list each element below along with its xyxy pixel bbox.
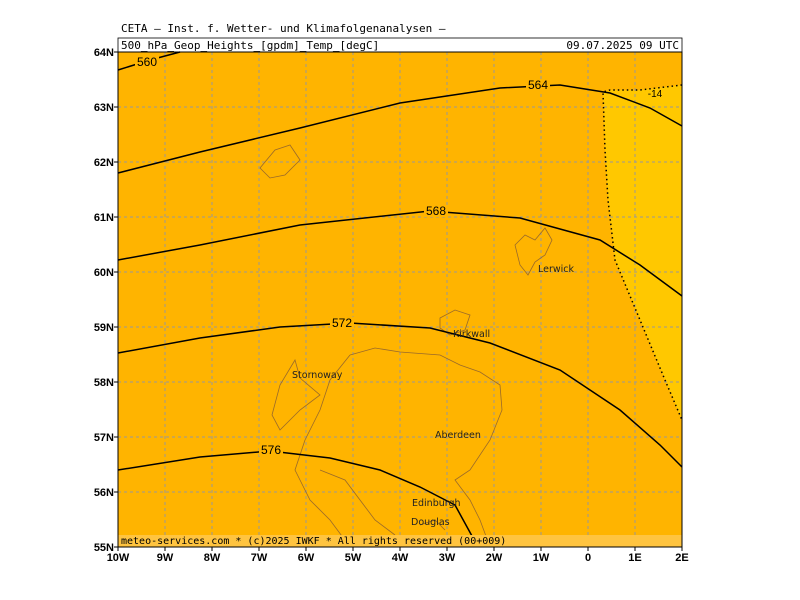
- y-tick-label: 57N: [94, 432, 114, 444]
- contour-label: 564: [528, 78, 548, 92]
- isotherm-label: -14: [648, 89, 663, 100]
- isoheight-576: [117, 450, 479, 548]
- axes: 10W 9W 8W 7W 6W 5W 4W 3W 2W 1W 0 1E 2E 64N 63N 62N 61N 60…: [94, 47, 689, 564]
- x-tick-label: 4W: [392, 552, 409, 564]
- place-name: Douglas: [411, 517, 450, 528]
- x-tick-label: 8W: [204, 552, 221, 564]
- y-tick-label: 61N: [94, 212, 114, 224]
- x-tick-label: 2E: [675, 552, 688, 564]
- x-tick-label: 10W: [107, 552, 130, 564]
- x-tick-label: 6W: [298, 552, 315, 564]
- contour-label: 572: [332, 316, 352, 330]
- header-title: CETA — Inst. f. Wetter- und Klimafolgena…: [121, 22, 446, 35]
- contour-label-bg: [135, 56, 159, 68]
- footer-strip: [118, 535, 682, 547]
- contour-label-bg: [424, 205, 448, 217]
- contour-label-bg: [526, 79, 550, 91]
- contour-label: 560: [137, 55, 157, 69]
- y-tick-label: 63N: [94, 102, 114, 114]
- y-tick-label: 59N: [94, 322, 114, 334]
- place-name: Aberdeen: [435, 430, 481, 441]
- isoheight-572: [117, 322, 683, 468]
- x-tick-label: 9W: [157, 552, 174, 564]
- isoheight-564: [117, 84, 683, 174]
- y-tick-label: 55N: [94, 542, 114, 554]
- x-tick-label: 3W: [439, 552, 456, 564]
- y-tick-label: 64N: [94, 47, 114, 59]
- place-name: Lerwick: [538, 264, 575, 275]
- y-tick-label: 60N: [94, 267, 114, 279]
- x-tick-label: 0: [585, 552, 591, 564]
- grid: [118, 52, 682, 547]
- map: 560 564 568 572 576 -14 Lerwick Kirkwall Storno…: [117, 51, 683, 548]
- isotherm: [602, 84, 683, 421]
- field-name: 500_hPa_Geop_Heights_[gpdm]_Temp_[degC]: [121, 39, 379, 52]
- x-tick-label: 5W: [345, 552, 362, 564]
- place-name: Kirkwall: [453, 329, 490, 340]
- x-tick-label: 1W: [533, 552, 550, 564]
- contour-label: 568: [426, 204, 446, 218]
- y-tick-label: 58N: [94, 377, 114, 389]
- valid-time: 09.07.2025 09 UTC: [566, 39, 679, 52]
- x-tick-label: 7W: [251, 552, 268, 564]
- contour-label-bg: [259, 444, 283, 456]
- contour-label: 576: [261, 443, 281, 457]
- place-name: Stornoway: [292, 370, 343, 381]
- x-tick-label: 1E: [628, 552, 641, 564]
- isoheight-568: [117, 210, 683, 297]
- footer: meteo-services.com * (c)2025 IWKF * All …: [121, 536, 506, 547]
- y-tick-label: 56N: [94, 487, 114, 499]
- y-tick-label: 62N: [94, 157, 114, 169]
- place-name: Edinburgh: [412, 498, 461, 509]
- contour-label-bg: [330, 317, 354, 329]
- x-tick-label: 2W: [486, 552, 503, 564]
- warm-region: [603, 85, 682, 420]
